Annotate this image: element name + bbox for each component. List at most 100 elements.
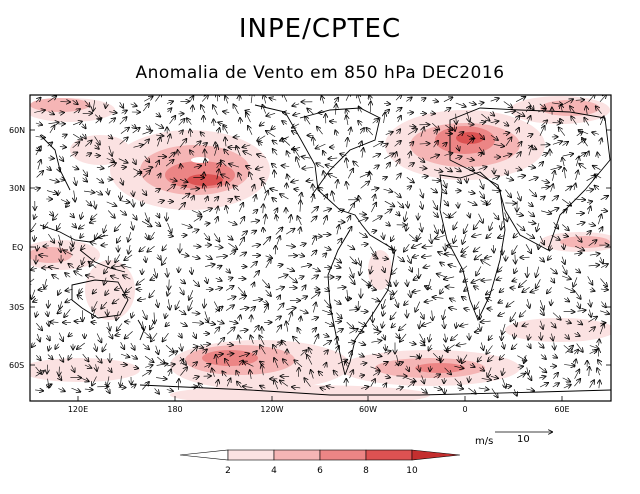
wind-arrow	[422, 256, 432, 257]
wind-arrow	[131, 342, 135, 350]
wind-arrow	[77, 342, 85, 349]
wind-arrow	[502, 341, 504, 349]
wind-arrow	[536, 279, 541, 288]
wind-arrow	[193, 246, 200, 247]
wind-arrow	[371, 203, 376, 213]
wind-arrow	[221, 160, 227, 167]
wind-arrow	[359, 196, 360, 203]
wind-arrow	[59, 243, 61, 252]
wind-arrow	[311, 317, 318, 320]
wind-arrow	[455, 102, 466, 107]
wind-arrow	[58, 289, 61, 295]
wind-arrow	[49, 179, 58, 181]
wind-arrow	[337, 287, 345, 288]
wind-arrow	[444, 320, 445, 328]
wind-arrow	[277, 303, 284, 311]
wind-arrow	[409, 152, 411, 159]
wind-arrow	[142, 171, 150, 178]
wind-arrow	[346, 116, 348, 126]
wind-arrow	[595, 174, 602, 178]
wind-arrow	[481, 280, 492, 281]
wind-arrow	[489, 334, 493, 340]
wind-arrow	[108, 331, 112, 338]
wind-arrow	[158, 137, 161, 147]
wind-arrow	[257, 135, 266, 141]
wind-arrow	[512, 343, 518, 349]
wind-arrow	[407, 279, 408, 286]
wind-arrow	[493, 144, 504, 146]
wind-arrow	[574, 333, 580, 336]
wind-arrow	[370, 102, 371, 113]
wind-arrow	[263, 228, 264, 233]
wind-arrow	[49, 345, 50, 351]
wind-arrow	[36, 311, 38, 316]
wind-arrow	[561, 276, 571, 279]
wind-arrow	[33, 300, 38, 302]
wind-arrow	[216, 217, 218, 224]
wind-arrow	[49, 267, 59, 269]
wind-arrow	[300, 265, 311, 267]
wind-arrow	[514, 332, 515, 339]
wind-arrow	[202, 208, 212, 213]
wind-arrow	[498, 313, 506, 316]
wind-arrow	[166, 322, 170, 326]
wind-arrow	[169, 116, 176, 124]
wind-arrow	[323, 216, 327, 225]
wind-arrow	[391, 290, 398, 300]
wind-arrow	[157, 212, 160, 218]
wind-arrow	[457, 344, 467, 346]
wind-arrow	[382, 258, 388, 259]
wind-arrow	[178, 203, 185, 211]
wind-arrow	[479, 323, 481, 331]
wind-arrow	[34, 110, 45, 112]
wind-arrow	[443, 97, 453, 102]
wind-arrow	[82, 133, 85, 139]
map-subtitle: Anomalia de Vento em 850 hPa DEC2016	[135, 63, 505, 83]
wind-arrow	[94, 200, 96, 209]
wind-arrow	[282, 341, 287, 346]
wind-arrow	[466, 159, 474, 161]
wind-arrow	[286, 322, 288, 332]
wind-arrow	[47, 310, 48, 316]
wind-arrow	[360, 128, 364, 134]
wind-arrow	[313, 303, 316, 313]
wind-arrow	[254, 195, 256, 202]
wind-arrow	[600, 227, 603, 233]
wind-arrow	[239, 238, 244, 246]
wind-arrow	[293, 337, 300, 345]
wind-arrow	[371, 323, 378, 330]
wind-arrow	[406, 97, 411, 101]
wind-arrow	[44, 221, 49, 228]
wind-arrow	[382, 321, 384, 327]
wind-arrow	[61, 135, 67, 137]
wind-arrow	[391, 267, 398, 274]
wind-arrow	[58, 353, 63, 362]
wind-arrow	[501, 221, 502, 229]
wind-arrow	[527, 299, 529, 308]
wind-arrow	[522, 286, 530, 292]
wind-arrow	[117, 235, 121, 243]
wind-arrow	[72, 167, 78, 170]
wind-arrow	[146, 124, 150, 130]
wind-arrow	[227, 236, 232, 240]
wind-arrow	[502, 323, 505, 334]
wind-arrow	[599, 95, 606, 102]
wind-arrow	[282, 138, 291, 146]
wind-arrow	[107, 179, 112, 180]
wind-arrow	[80, 234, 83, 238]
wind-arrow	[490, 112, 494, 116]
wind-arrow	[407, 201, 408, 207]
wind-arrow	[60, 301, 62, 308]
wind-arrow	[467, 192, 475, 194]
wind-arrow	[478, 153, 482, 156]
wind-arrow	[481, 113, 489, 121]
legend-label: 4	[271, 466, 277, 476]
wind-arrow	[192, 196, 194, 201]
wind-arrow	[181, 254, 188, 256]
wind-arrow	[72, 121, 82, 124]
wind-arrow	[72, 142, 80, 149]
wind-arrow	[575, 269, 580, 273]
wind-arrow	[297, 216, 302, 226]
wind-arrow	[319, 188, 323, 191]
wind-arrow	[189, 300, 193, 310]
